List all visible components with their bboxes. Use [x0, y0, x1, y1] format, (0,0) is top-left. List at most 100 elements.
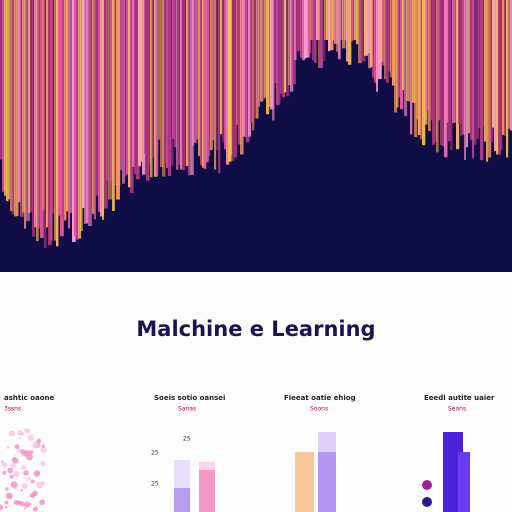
stripe [252, 0, 255, 131]
dot [20, 454, 24, 457]
panel-heading: ashtic oaone [4, 394, 55, 402]
stripe [250, 0, 254, 123]
stripe [438, 0, 441, 121]
legend-dot [422, 480, 432, 490]
dot [5, 492, 13, 500]
stripe [326, 0, 329, 40]
stripe [376, 0, 379, 92]
stripe [388, 0, 391, 72]
dot [20, 489, 24, 492]
stripe [132, 0, 135, 167]
stripe [104, 0, 108, 209]
stripe [350, 0, 354, 42]
stripe [464, 0, 467, 160]
dot [36, 471, 40, 474]
stripe [116, 0, 120, 200]
stripe [136, 0, 140, 180]
stripe [254, 0, 258, 119]
stripe [110, 0, 114, 182]
dot [11, 457, 17, 462]
stripe [410, 0, 413, 135]
stripe [260, 0, 264, 102]
stripe [156, 0, 159, 176]
stripe [192, 0, 195, 146]
stripe [146, 0, 150, 181]
dot [10, 481, 18, 488]
stripe [320, 0, 323, 68]
stripe [348, 0, 352, 65]
stripe [58, 0, 61, 216]
bar-decor [199, 470, 215, 512]
stripe [428, 0, 431, 131]
stripe [278, 0, 281, 105]
stripe [40, 0, 44, 238]
stripe [214, 0, 217, 170]
stripe [78, 0, 82, 239]
stripe [84, 0, 88, 224]
stripe [26, 0, 30, 222]
dot [1, 461, 8, 468]
stripe [64, 0, 67, 221]
stripe [244, 0, 247, 137]
dot [29, 450, 34, 455]
stripe [356, 0, 359, 45]
stripe [202, 0, 206, 168]
stripe [138, 0, 141, 167]
stripe [408, 0, 411, 102]
stripe [368, 0, 372, 69]
dot [4, 500, 9, 505]
stripe [224, 0, 227, 150]
dot [8, 430, 15, 437]
stripe [366, 0, 370, 54]
stripe [330, 0, 334, 51]
dot [32, 490, 38, 497]
stripe [166, 0, 169, 169]
stripe [88, 0, 92, 226]
stripe [194, 0, 197, 143]
dot [22, 450, 30, 457]
stripe [370, 0, 373, 67]
stripe [190, 0, 194, 175]
stripe [504, 0, 507, 136]
stripe [0, 0, 4, 160]
stripe [332, 0, 335, 40]
stripe [170, 0, 174, 166]
stripe [424, 0, 428, 125]
dot [9, 474, 14, 479]
stripe [98, 0, 101, 212]
dot [29, 502, 32, 505]
stripe [114, 0, 117, 186]
dot [14, 444, 20, 449]
stripe [362, 0, 366, 62]
stripe [34, 0, 38, 228]
stripe [482, 0, 486, 127]
stripe [394, 0, 398, 113]
stripe [334, 0, 338, 44]
dot [23, 470, 29, 476]
stripe [92, 0, 96, 214]
dot [19, 501, 25, 507]
dot [7, 467, 14, 474]
stripe [46, 0, 50, 228]
stripe [338, 0, 341, 60]
stripe [154, 0, 158, 177]
stripe [290, 0, 294, 92]
stripe [486, 0, 489, 162]
stripe [298, 0, 301, 51]
stripe [270, 0, 274, 110]
stripe [340, 0, 343, 40]
dot [2, 470, 7, 475]
dot [27, 434, 35, 441]
stripe [284, 0, 287, 93]
stripe [468, 0, 472, 134]
stripe [466, 0, 469, 148]
stripe [152, 0, 155, 158]
stripe [494, 0, 498, 152]
stripe [354, 0, 357, 40]
stripe [8, 0, 11, 200]
stripe [506, 0, 509, 158]
stripe [440, 0, 443, 145]
stripe [90, 0, 93, 212]
hero-stripes [0, 0, 512, 249]
stripe [360, 0, 363, 60]
